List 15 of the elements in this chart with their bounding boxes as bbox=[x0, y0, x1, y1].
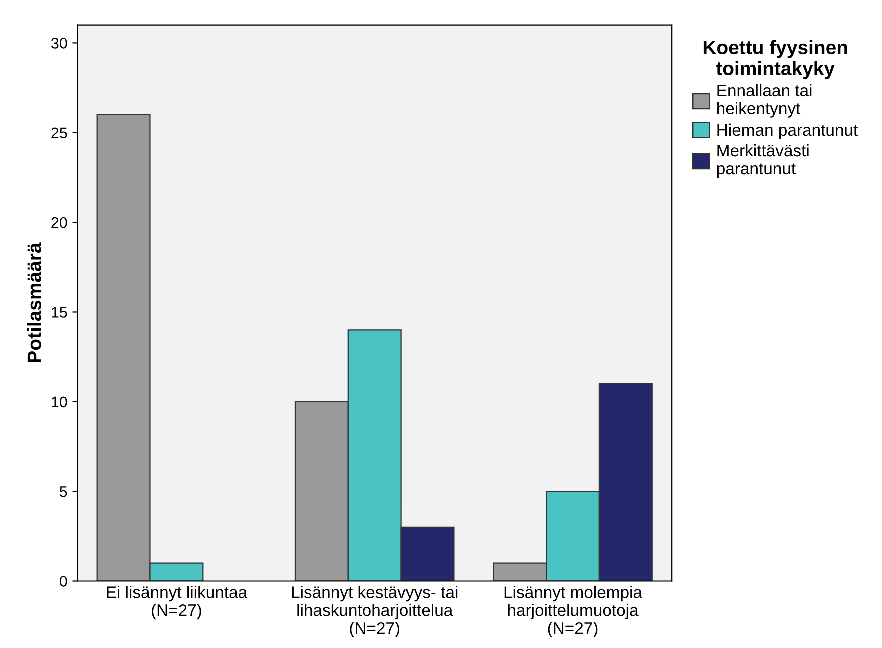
y-tick-label: 0 bbox=[60, 576, 68, 587]
legend-label: Merkittävästi parantunut bbox=[717, 144, 809, 178]
y-tick-label: 25 bbox=[52, 128, 68, 139]
legend-title: Koettu fyysinen toimintakyky bbox=[704, 40, 848, 80]
y-tick-label: 5 bbox=[60, 486, 68, 498]
x-tick-label: Ei lisännyt liikuntaa (N=27) bbox=[107, 586, 248, 620]
legend-label: Ennallaan tai heikentynyt bbox=[718, 84, 812, 118]
x-tick-label: Lisännyt kestävyys- tai lihaskuntoharjoittelua (N=27) bbox=[292, 586, 458, 638]
legend-label: Hieman parantunut bbox=[718, 124, 858, 140]
y-tick-label: 20 bbox=[52, 217, 68, 228]
y-tick-label: 30 bbox=[51, 38, 68, 49]
x-tick-label: Lisännyt molempia harjoittelumuotoja (N=27) bbox=[504, 586, 642, 638]
y-tick-label: 15 bbox=[52, 307, 68, 318]
y-tick-label: 10 bbox=[52, 396, 68, 408]
y-axis-title: Potilasmäärä bbox=[27, 242, 42, 362]
